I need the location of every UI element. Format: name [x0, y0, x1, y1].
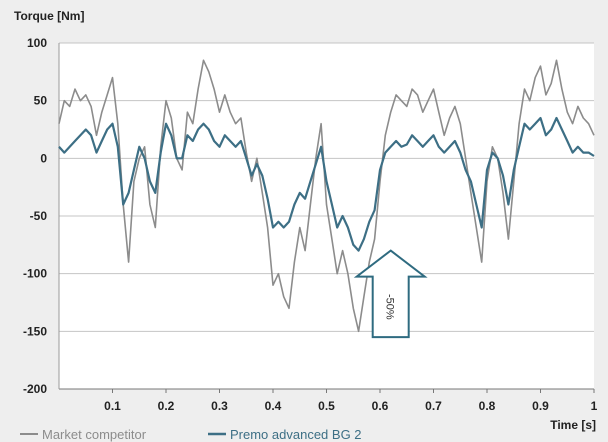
annotation: -50% — [353, 249, 428, 339]
gridlines — [58, 42, 595, 393]
series-line-premo-advanced — [58, 116, 595, 252]
series-lines — [58, 59, 595, 333]
reduction-arrow-label: -50% — [384, 294, 396, 320]
legend-label-market-competitor: Market competitor — [42, 427, 147, 442]
y-tick-label: -50 — [30, 209, 48, 223]
x-tick-label: 0.8 — [479, 399, 496, 413]
y-tick-label: 100 — [27, 36, 47, 50]
y-tick-label: -100 — [23, 267, 47, 281]
series-line-market-competitor — [58, 59, 595, 333]
x-tick-label: 0.3 — [211, 399, 228, 413]
y-tick-label: 0 — [40, 151, 47, 165]
x-tick-label: 0.4 — [265, 399, 282, 413]
y-tick-label: -150 — [23, 324, 47, 338]
x-tick-label: 0.2 — [158, 399, 175, 413]
y-tick-label: -200 — [23, 382, 47, 396]
x-tick-label: 1 — [591, 399, 598, 413]
legend: Market competitor Premo advanced BG 2 — [20, 427, 362, 442]
legend-label-premo-advanced: Premo advanced BG 2 — [230, 427, 362, 442]
x-tick-label: 0.7 — [425, 399, 442, 413]
y-tick-label: 50 — [34, 94, 48, 108]
x-tick-label: 0.5 — [318, 399, 335, 413]
x-tick-labels: 0.1 0.2 0.3 0.4 0.5 0.6 0.7 0.8 0.9 1 — [104, 399, 598, 413]
reduction-arrow — [353, 249, 428, 339]
x-axis-title: Time [s] — [550, 418, 596, 432]
y-axis-title: Torque [Nm] — [14, 9, 84, 23]
x-tick-label: 0.6 — [372, 399, 389, 413]
y-tick-labels: 100 50 0 -50 -100 -150 -200 — [23, 36, 47, 396]
x-tick-label: 0.9 — [532, 399, 549, 413]
x-tick-label: 0.1 — [104, 399, 121, 413]
